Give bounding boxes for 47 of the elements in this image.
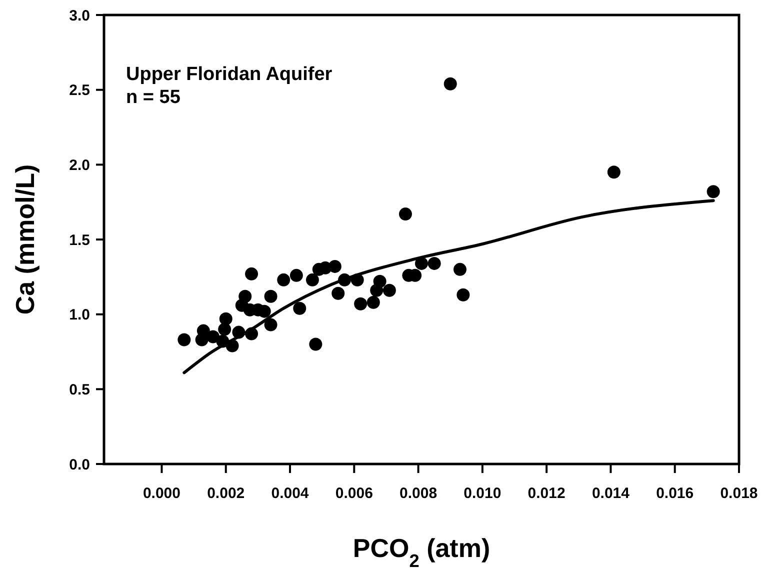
x-tick-label: 0.006 [335, 485, 373, 502]
x-tick-label: 0.016 [656, 485, 694, 502]
x-tick-label: 0.018 [720, 485, 758, 502]
point [328, 260, 342, 273]
x-tick-label: 0.004 [271, 485, 310, 502]
annotation: Upper Floridan Aquifer [126, 64, 333, 85]
point [607, 166, 620, 179]
point [428, 256, 441, 270]
point [264, 290, 278, 303]
point [306, 273, 319, 286]
point [354, 297, 368, 310]
point [245, 267, 258, 280]
annotation: n = 55 [126, 87, 181, 108]
point [453, 262, 466, 276]
point [277, 273, 290, 286]
point [366, 296, 380, 309]
y-tick-label: 2.5 [69, 82, 90, 100]
y-tick-label: 1.0 [69, 306, 90, 324]
point [332, 286, 345, 300]
point [264, 318, 278, 332]
y-axis-title: Ca (mmol/L) [10, 164, 40, 315]
x-tick-label: 0.012 [528, 485, 566, 502]
point [444, 77, 457, 90]
point [309, 338, 322, 351]
point [218, 322, 232, 336]
x-tick-label: 0.010 [464, 485, 502, 502]
y-tick-label: 3.0 [69, 7, 90, 24]
y-tick-label: 1.5 [69, 232, 90, 249]
point [290, 268, 303, 282]
point [238, 290, 252, 303]
point [373, 274, 386, 288]
point [706, 185, 720, 198]
point [398, 208, 412, 221]
x-tick-label: 0.014 [592, 485, 630, 502]
y-tick-label: 0.5 [69, 381, 90, 398]
y-tick-label: 2.0 [69, 156, 90, 174]
y-tick-label: 0.0 [69, 456, 90, 474]
x-tick-label: 0.002 [207, 485, 245, 502]
x-tick-label: 0.000 [142, 485, 180, 502]
point [195, 333, 208, 346]
point [293, 302, 306, 315]
point [382, 284, 396, 297]
x-tick-label: 0.008 [400, 485, 438, 502]
x-axis-title: PCO$_{2}$ (atm) [352, 533, 490, 569]
point [178, 333, 191, 346]
point [456, 288, 470, 302]
point [415, 256, 428, 270]
